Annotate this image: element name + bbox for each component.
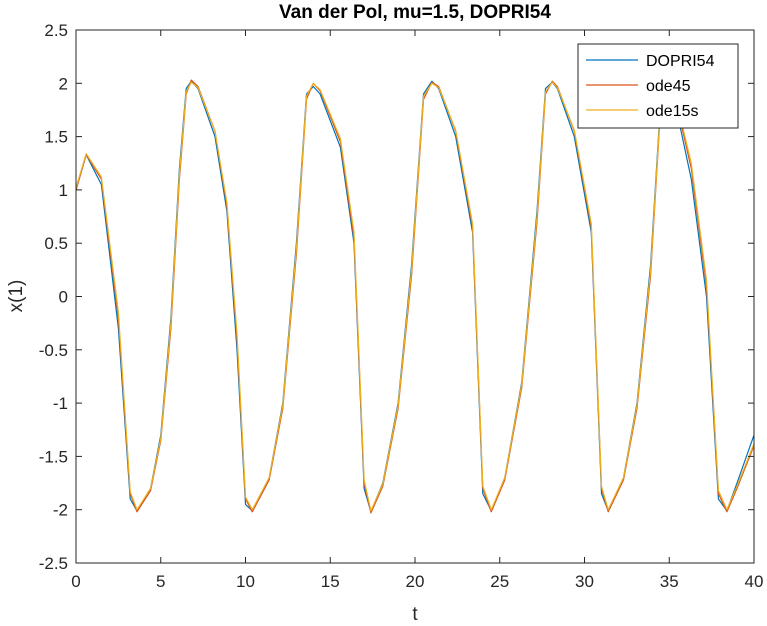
y-tick-label: -2.5 <box>39 554 68 573</box>
x-tick-label: 15 <box>321 572 340 591</box>
y-tick-label: 1.5 <box>44 128 68 147</box>
legend: DOPRI54 ode45 ode15s <box>577 43 739 129</box>
ticks-layer: 0 5 10 15 20 25 30 35 40 2.5 2 1.5 1 0.5 0 -0.5 -1 -1.5 -2… <box>39 21 764 591</box>
y-tick-label: 0.5 <box>44 234 68 253</box>
x-tick-label: 5 <box>156 572 165 591</box>
legend-box <box>577 43 739 129</box>
y-tick-label: -1 <box>53 394 68 413</box>
y-tick-label: -2 <box>53 501 68 520</box>
y-axis-label: x(1) <box>6 280 27 313</box>
x-tick-label: 0 <box>71 572 80 591</box>
chart-title: Van der Pol, mu=1.5, DOPRI54 <box>279 2 551 23</box>
x-tick-label: 30 <box>575 572 594 591</box>
x-tick-label: 20 <box>406 572 425 591</box>
x-tick-label: 40 <box>745 572 764 591</box>
legend-label-ode15s: ode15s <box>646 103 699 120</box>
y-tick-label: -0.5 <box>39 341 68 360</box>
y-tick-label: 2.5 <box>44 21 68 40</box>
x-tick-label: 25 <box>490 572 509 591</box>
x-tick-label: 10 <box>236 572 255 591</box>
legend-label-dopri54: DOPRI54 <box>646 53 715 70</box>
x-tick-label: 35 <box>660 572 679 591</box>
y-tick-label: 0 <box>59 288 68 307</box>
x-axis-label: t <box>412 604 418 625</box>
y-tick-label: 2 <box>59 74 68 93</box>
y-tick-label: 1 <box>59 181 68 200</box>
legend-label-ode45: ode45 <box>646 78 691 95</box>
series-layer <box>75 79 755 514</box>
y-tick-label: -1.5 <box>39 447 68 466</box>
series-line-ode15s <box>75 81 755 512</box>
